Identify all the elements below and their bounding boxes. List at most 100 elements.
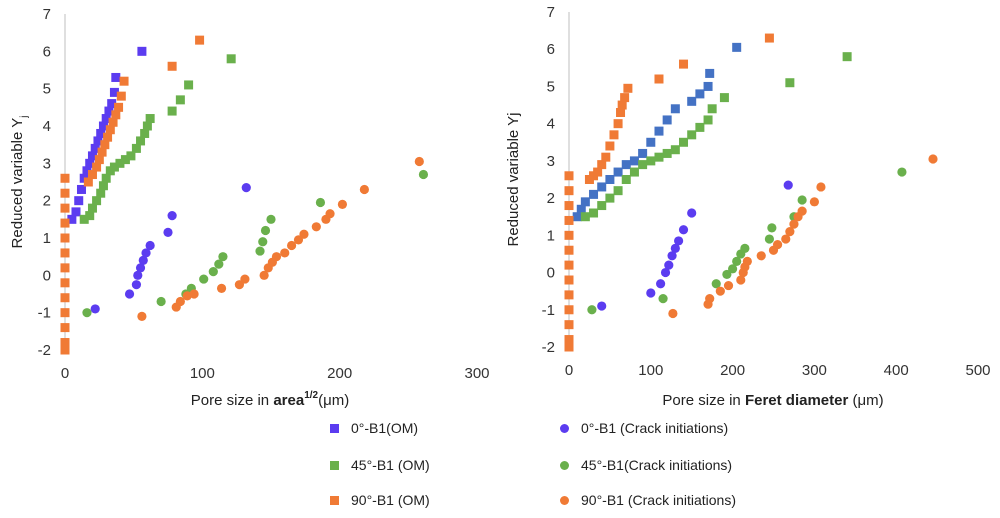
data-point-square (732, 42, 742, 52)
data-point-square (629, 156, 639, 166)
data-point-circle (266, 214, 276, 224)
data-point-circle (124, 289, 135, 299)
y-tick-label: 0 (547, 265, 555, 282)
data-point-square (705, 68, 715, 78)
data-point-square (605, 141, 615, 151)
data-point-square (564, 275, 574, 285)
data-point-circle (311, 222, 321, 232)
data-point-square (597, 160, 607, 170)
data-point-square (580, 197, 590, 207)
data-point-square (60, 338, 70, 348)
data-point-circle (240, 274, 250, 284)
data-point-circle (687, 208, 697, 218)
legend-label: 90°-B1 (Crack initiations) (581, 492, 736, 508)
chart-right: -2 -1 0 1 2 3 4 5 6 7 0 100 200 300 400 500 Pore size in… (505, 4, 991, 409)
data-point-circle (667, 251, 677, 261)
data-point-square (564, 245, 574, 255)
legend-square-marker (330, 423, 339, 433)
data-point-square (609, 130, 619, 140)
data-point-circle (785, 227, 795, 237)
data-point-square (104, 106, 114, 116)
legend-item: 90°-B1 (OM) (330, 492, 430, 508)
data-point-square (564, 186, 574, 196)
legend-circle-marker (560, 423, 569, 433)
y-tick-label: 7 (43, 6, 51, 23)
data-point-square (654, 74, 664, 84)
data-point-square (101, 173, 111, 183)
data-point-square (184, 80, 194, 90)
y-tick-label: 4 (43, 118, 51, 135)
data-point-square (842, 52, 852, 62)
legend-item: 0°-B1 (Crack initiations) (560, 420, 728, 436)
data-point-square (564, 305, 574, 315)
data-point-circle (646, 288, 656, 298)
y-tick-label: 3 (547, 153, 555, 170)
data-point-circle (315, 197, 326, 208)
data-point-square (60, 345, 70, 355)
data-point-square (60, 233, 70, 243)
data-point-circle (131, 280, 142, 290)
data-point-circle (715, 286, 725, 296)
data-point-square (564, 215, 574, 225)
y-axis-label: Reduced variable Yj (505, 113, 522, 247)
data-point-circle (587, 305, 597, 315)
data-point-square (572, 212, 582, 222)
data-point-circle (260, 225, 271, 236)
data-point-square (662, 115, 672, 125)
data-point-circle (414, 156, 424, 167)
data-point-circle (732, 256, 742, 266)
data-point-square (76, 184, 86, 194)
data-point-square (108, 117, 118, 127)
legend-item: 45°-B1(Crack initiations) (560, 457, 732, 473)
data-point-square (589, 208, 599, 218)
x-tick-label: 300 (464, 365, 489, 382)
data-point-square (662, 148, 672, 158)
data-point-circle (145, 240, 155, 251)
data-point-square (605, 193, 615, 203)
data-point-square (105, 125, 115, 135)
data-point-circle (90, 304, 100, 314)
data-point-circle (742, 256, 752, 266)
legend-label: 0°-B1(OM) (351, 420, 419, 436)
data-point-square (107, 99, 117, 109)
data-point-square (719, 93, 729, 103)
data-point-circle (656, 279, 666, 289)
data-point-square (96, 188, 106, 198)
data-point-square (96, 128, 106, 138)
data-point-square (67, 214, 77, 224)
y-tick-label: -1 (542, 302, 555, 319)
data-point-square (687, 96, 697, 106)
y-tick-label: -1 (38, 305, 51, 322)
data-point-square (97, 147, 107, 157)
data-point-circle (189, 289, 199, 299)
data-point-circle (723, 280, 734, 291)
legend-item: 45°-B1 (OM) (330, 457, 430, 473)
y-tick-label: 3 (43, 155, 51, 172)
data-point-circle (668, 308, 678, 319)
x-tick-label: 500 (965, 362, 990, 379)
data-point-square (119, 76, 129, 86)
data-point-square (90, 143, 100, 153)
data-point-circle (781, 234, 791, 244)
data-point-square (126, 151, 136, 161)
data-point-circle (418, 169, 429, 180)
legend-label: 90°-B1 (OM) (351, 492, 430, 508)
x-tick-label: 0 (61, 365, 69, 382)
data-point-square (60, 188, 70, 198)
data-point-square (120, 155, 130, 165)
data-point-square (140, 128, 150, 138)
data-point-circle (740, 243, 750, 253)
data-point-square (623, 83, 633, 93)
data-point-square (564, 171, 574, 181)
data-point-circle (141, 248, 151, 258)
data-point-circle (772, 240, 783, 250)
data-point-circle (764, 234, 775, 244)
x-axis-label: Pore size in Feret diameter (μm) (662, 392, 883, 409)
y-tick-label: 5 (43, 81, 51, 98)
data-point-circle (660, 267, 671, 278)
y-tick-label: -2 (542, 339, 555, 356)
data-point-square (103, 132, 113, 142)
data-point-circle (137, 311, 147, 321)
data-point-square (87, 170, 97, 180)
